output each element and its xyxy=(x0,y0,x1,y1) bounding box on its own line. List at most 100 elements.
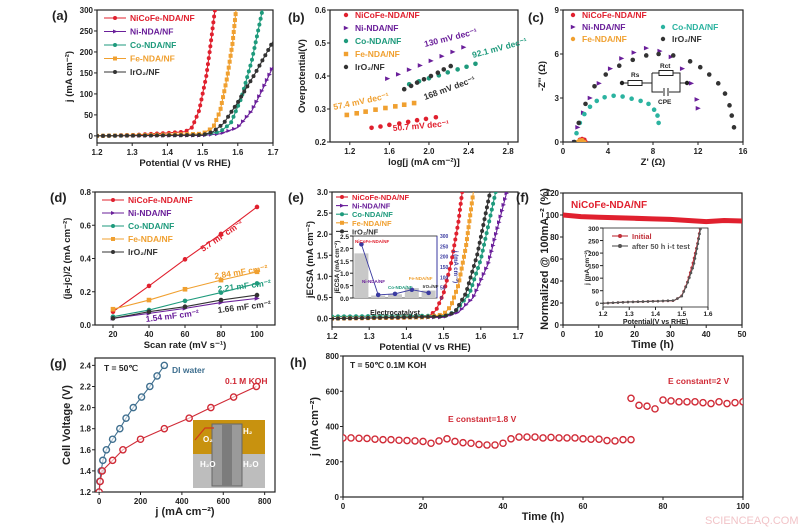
data-point xyxy=(209,32,214,37)
y-tick-label: 200 xyxy=(326,458,340,467)
data-point xyxy=(102,445,111,454)
data-point xyxy=(97,133,99,138)
data-point xyxy=(500,208,505,213)
data-point xyxy=(670,53,676,58)
data-point xyxy=(498,214,503,219)
data-point xyxy=(395,436,403,445)
data-point xyxy=(231,114,236,119)
series-line xyxy=(332,192,491,320)
data-point xyxy=(501,202,507,207)
data-point xyxy=(185,414,193,422)
panel-label: (c) xyxy=(528,10,544,25)
data-point xyxy=(457,213,462,218)
y-tick-label: 400 xyxy=(326,423,340,432)
data-point xyxy=(458,201,463,206)
data-point xyxy=(365,315,370,320)
data-point xyxy=(246,69,251,74)
data-point xyxy=(395,72,402,77)
data-point xyxy=(468,288,473,293)
data-point xyxy=(461,44,467,50)
category-label: Co-NDA/NF xyxy=(388,285,413,290)
data-point xyxy=(229,47,234,52)
data-point xyxy=(571,434,579,442)
data-point xyxy=(452,295,457,300)
y-axis-label: jECSA (mA cm⁻²) xyxy=(305,221,316,299)
data-point xyxy=(453,237,458,242)
y2-tick-label: 200 xyxy=(440,255,449,261)
data-point xyxy=(688,81,695,86)
series-3 xyxy=(110,269,260,312)
data-point xyxy=(656,51,661,57)
data-point xyxy=(233,12,238,17)
x-tick-label: 100 xyxy=(250,330,264,339)
legend-item: IrO₂/NF xyxy=(102,247,158,257)
y-axis-label: -Z'' (Ω) xyxy=(537,61,548,91)
series-3 xyxy=(571,93,661,142)
y-tick-label: 0.4 xyxy=(315,72,327,81)
data-point xyxy=(504,192,510,196)
data-point xyxy=(437,301,442,306)
data-point xyxy=(214,118,219,123)
data-point xyxy=(472,293,477,298)
data-point xyxy=(347,434,355,442)
legend-marker xyxy=(113,43,117,47)
data-point xyxy=(715,81,721,86)
data-point xyxy=(435,70,441,75)
data-point xyxy=(226,128,231,133)
data-point xyxy=(611,437,619,445)
legend-marker xyxy=(343,12,349,18)
y-axis-label: j (mA cm⁻²) xyxy=(309,397,321,458)
data-point xyxy=(459,195,464,200)
data-point xyxy=(237,123,242,128)
data-point xyxy=(484,266,489,271)
y-tick-label: 0 xyxy=(89,132,94,141)
data-point xyxy=(112,133,117,138)
y-tick-label: 100 xyxy=(588,276,599,283)
data-point xyxy=(481,271,487,276)
data-point xyxy=(479,277,484,282)
data-point xyxy=(209,38,214,43)
data-point xyxy=(487,219,492,224)
line-point xyxy=(392,291,398,297)
data-point xyxy=(371,315,376,320)
annotation: NiCoFe-NDA/NF xyxy=(571,200,647,211)
legend-label: Fe-NDA/NF xyxy=(128,234,173,244)
data-point xyxy=(343,434,347,442)
data-point xyxy=(201,85,206,90)
data-point xyxy=(182,286,188,292)
data-point xyxy=(457,278,462,283)
data-point xyxy=(643,402,651,411)
data-point xyxy=(484,231,489,236)
data-point xyxy=(116,424,124,433)
y-tick-label: 20 xyxy=(550,299,559,308)
data-point xyxy=(455,67,460,72)
data-point xyxy=(227,59,232,64)
legend-marker xyxy=(111,211,116,215)
legend-marker xyxy=(660,24,666,30)
data-point xyxy=(631,50,637,55)
data-point xyxy=(100,133,105,138)
y-tick-label: 40 xyxy=(550,277,559,286)
data-point xyxy=(582,111,587,117)
data-point xyxy=(248,110,254,115)
data-point xyxy=(110,316,116,321)
data-point xyxy=(236,99,241,104)
legend-marker xyxy=(618,234,622,238)
data-point xyxy=(463,248,468,253)
data-point xyxy=(692,262,696,265)
legend-marker xyxy=(343,25,349,31)
x-tick-label: 20 xyxy=(109,330,118,339)
data-point xyxy=(218,231,224,237)
data-point xyxy=(457,207,462,212)
data-point xyxy=(666,299,670,303)
data-point xyxy=(694,252,698,255)
data-point xyxy=(687,59,693,64)
data-point xyxy=(222,89,227,94)
legend-label: Initial xyxy=(632,232,652,241)
data-point xyxy=(220,128,225,133)
y-tick-label: 100 xyxy=(80,90,94,99)
y-tick-label: 2.2 xyxy=(80,382,92,391)
data-point xyxy=(483,236,488,241)
data-point xyxy=(493,192,498,195)
data-point xyxy=(332,316,334,321)
